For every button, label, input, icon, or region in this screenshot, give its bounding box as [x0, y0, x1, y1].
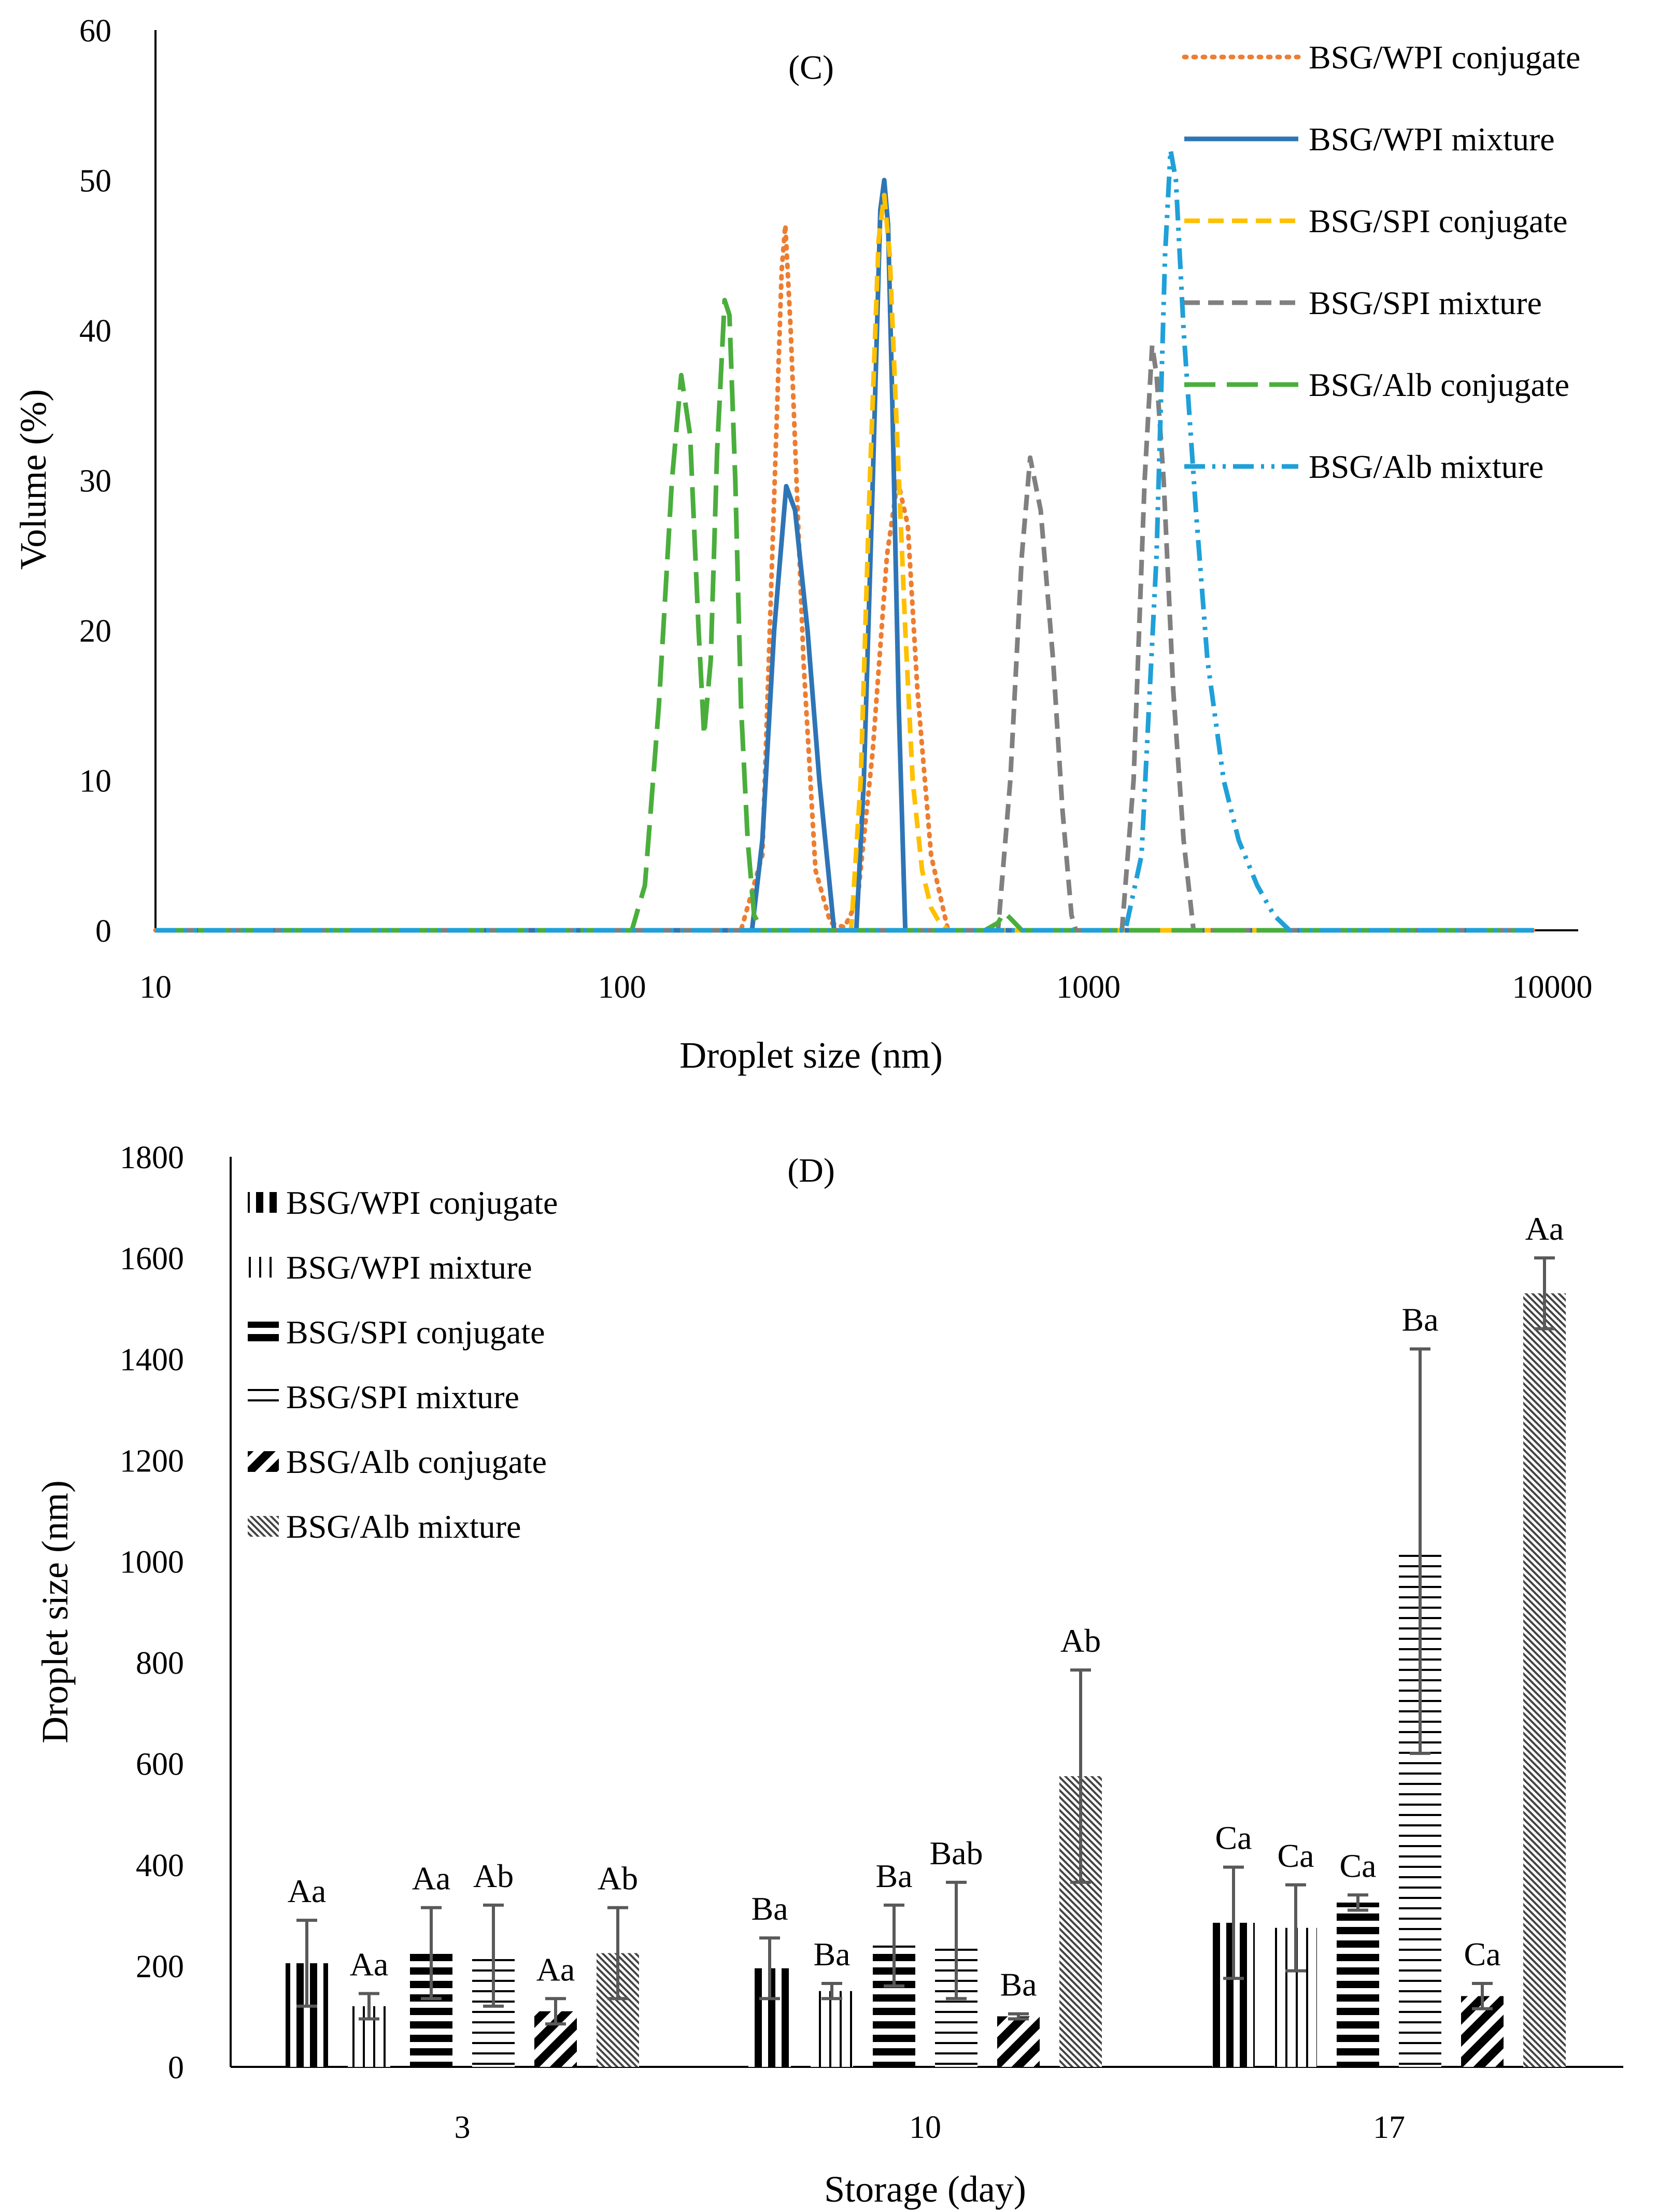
d-legend-swatch-2	[248, 1322, 279, 1342]
c-series-line-2	[155, 193, 1534, 933]
d-x-tick-label: 10	[909, 2110, 941, 2145]
d-legend-swatch-4	[248, 1451, 279, 1472]
d-bar-s4-c1	[997, 2016, 1040, 2067]
d-sig-label-s0-c1: Ba	[751, 1890, 788, 1927]
d-legend-swatch-5	[248, 1516, 279, 1537]
d-y-tick-label: 800	[136, 1646, 184, 1681]
c-y-tick-label: 40	[79, 314, 111, 349]
d-legend-swatch-3	[248, 1386, 279, 1407]
c-y-tick-labels: 0 10 20 30 40 50 60	[79, 13, 111, 949]
c-series-lines	[153, 148, 1536, 933]
c-legend-label-0: BSG/WPI conjugate	[1309, 39, 1580, 76]
d-y-tick-label: 200	[136, 1949, 184, 1984]
d-legend-label-5: BSG/Alb mixture	[286, 1508, 521, 1545]
d-sig-label-s4-c0: Aa	[536, 1951, 575, 1988]
c-y-axis-title: Volume (%)	[12, 389, 54, 570]
d-legend-swatch-1	[248, 1257, 279, 1278]
d-legend: BSG/WPI conjugate BSG/WPI mixture BSG/SPI …	[248, 1184, 558, 1545]
c-y-tick-label: 10	[79, 764, 111, 799]
d-sig-label-s0-c2: Ca	[1215, 1820, 1252, 1856]
c-series-line-0	[153, 222, 1536, 933]
d-y-tick-label: 0	[168, 2050, 184, 2086]
d-y-tick-label: 1800	[120, 1140, 184, 1175]
c-x-tick-label: 1000	[1056, 970, 1121, 1005]
panel-c-line-chart: 0 10 20 30 40 50 60 10 100 1000 10000 (C) Droplet…	[12, 13, 1593, 1076]
d-sig-label-s0-c0: Aa	[288, 1873, 327, 1909]
d-y-tick-labels: 0 200 400 600 800 1000 1200 1400 1600 1800	[120, 1140, 184, 2086]
c-legend-label-4: BSG/Alb conjugate	[1309, 366, 1569, 403]
c-y-tick-label: 20	[79, 614, 111, 649]
d-y-tick-label: 1200	[120, 1443, 184, 1479]
c-legend-label-5: BSG/Alb mixture	[1309, 448, 1543, 485]
d-bar-s2-c2	[1337, 1902, 1379, 2067]
d-sig-label-s4-c1: Ba	[1000, 1966, 1037, 2003]
d-sig-label-s3-c1: Bab	[929, 1835, 983, 1871]
c-y-tick-label: 60	[79, 13, 111, 49]
c-y-tick-label: 30	[79, 464, 111, 499]
d-bar-s1-c1	[811, 1991, 853, 2067]
c-y-tick-label: 50	[79, 164, 111, 199]
d-y-tick-label: 600	[136, 1747, 184, 1782]
c-y-tick-label: 0	[95, 914, 111, 949]
d-y-tick-label: 1600	[120, 1241, 184, 1277]
c-x-tick-label: 10000	[1512, 970, 1593, 1005]
c-legend: BSG/WPI conjugate BSG/WPI mixture BSG/SPI …	[1182, 39, 1580, 485]
d-sig-label-s2-c2: Ca	[1339, 1847, 1376, 1884]
d-legend-label-1: BSG/WPI mixture	[286, 1249, 532, 1286]
d-sig-label-s1-c2: Ca	[1277, 1837, 1314, 1874]
d-sig-label-s5-c0: Ab	[598, 1860, 638, 1897]
d-sig-label-s5-c1: Ab	[1060, 1622, 1101, 1659]
d-error-bars	[296, 1256, 1555, 2026]
c-x-tick-label: 100	[598, 970, 646, 1005]
d-legend-label-0: BSG/WPI conjugate	[286, 1184, 558, 1221]
c-legend-label-1: BSG/WPI mixture	[1309, 121, 1555, 158]
d-x-axis-title: Storage (day)	[824, 2168, 1026, 2210]
d-panel-label: (D)	[787, 1152, 835, 1189]
c-x-axis-title: Droplet size (nm)	[679, 1034, 943, 1076]
c-legend-label-2: BSG/SPI conjugate	[1309, 203, 1568, 239]
d-legend-swatch-0	[248, 1192, 279, 1213]
d-legend-label-2: BSG/SPI conjugate	[286, 1314, 545, 1351]
c-x-tick-labels: 10 100 1000 10000	[139, 970, 1593, 1005]
d-sig-label-s3-c2: Ba	[1401, 1301, 1438, 1338]
d-y-tick-label: 1400	[120, 1342, 184, 1378]
d-sig-label-s1-c1: Ba	[813, 1936, 850, 1973]
d-x-tick-label: 17	[1373, 2110, 1405, 2145]
c-legend-label-3: BSG/SPI mixture	[1309, 285, 1542, 321]
d-legend-label-3: BSG/SPI mixture	[286, 1379, 519, 1415]
d-significance-labels: Aa Ba Ca Aa Ba Ca Aa Ba Ca Ab Bab Ba Aa Ba Ca Ab Ab Aa	[288, 1210, 1564, 2003]
d-sig-label-s1-c0: Aa	[350, 1946, 389, 1983]
c-series-line-3	[155, 343, 1534, 933]
c-series-line-4	[155, 297, 1534, 933]
d-x-tick-labels: 3 10 17	[455, 2110, 1406, 2145]
d-sig-label-s2-c1: Ba	[875, 1857, 912, 1894]
d-sig-label-s5-c2: Aa	[1525, 1210, 1564, 1247]
d-sig-label-s3-c0: Ab	[473, 1857, 514, 1894]
c-x-tick-label: 10	[139, 970, 172, 1005]
d-y-tick-label: 1000	[120, 1544, 184, 1580]
d-sig-label-s2-c0: Aa	[412, 1860, 451, 1897]
d-y-tick-label: 400	[136, 1848, 184, 1883]
c-series-line-5	[155, 148, 1534, 933]
d-x-tick-label: 3	[455, 2110, 471, 2145]
c-panel-label: (C)	[788, 49, 834, 87]
d-bar-s5-c2	[1523, 1293, 1566, 2067]
d-legend-label-4: BSG/Alb conjugate	[286, 1443, 547, 1480]
d-y-axis-title: Droplet size (nm)	[34, 1480, 76, 1743]
d-sig-label-s4-c2: Ca	[1464, 1936, 1500, 1973]
